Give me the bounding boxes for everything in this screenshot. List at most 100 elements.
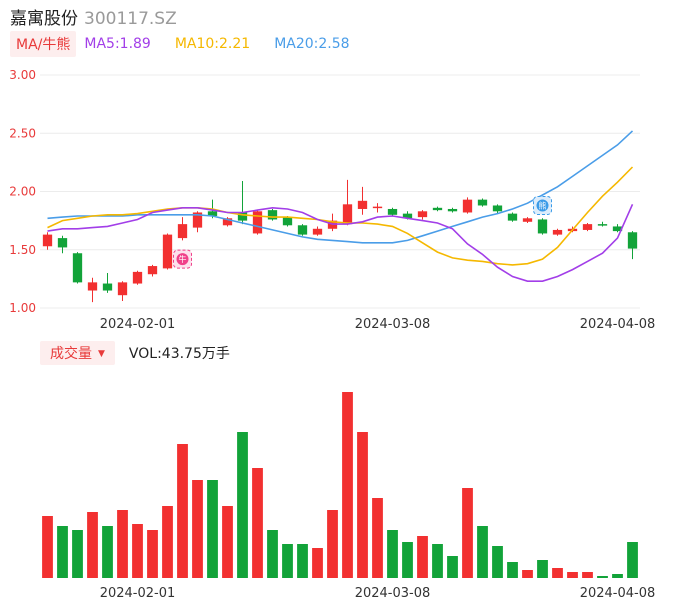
- price-date-label: 2024-02-01: [100, 317, 176, 332]
- price-tick-label: 3.00: [9, 68, 36, 82]
- bear-marker-label: 熊: [539, 200, 547, 210]
- stock-title: 嘉寓股份 300117.SZ: [10, 4, 177, 29]
- price-tick-label: 1.00: [9, 301, 36, 315]
- bull-marker-label: 牛: [179, 254, 187, 264]
- volume-bar: [222, 506, 233, 578]
- volume-button-label: 成交量: [50, 346, 92, 362]
- volume-date-label: 2024-02-01: [100, 586, 176, 601]
- volume-bar: [237, 432, 248, 578]
- candle-body: [597, 224, 608, 226]
- ma-indicator-button[interactable]: MA/牛熊: [10, 31, 77, 57]
- candle-body: [462, 199, 473, 213]
- candle-body: [177, 224, 188, 239]
- volume-bar: [117, 510, 128, 578]
- ma-legend-row: MA/牛熊 MA5:1.89 MA10:2.21 MA20:2.58: [10, 31, 366, 57]
- volume-bar: [507, 562, 518, 578]
- volume-bar: [267, 530, 278, 578]
- candle-body: [507, 213, 518, 221]
- volume-bar: [612, 574, 623, 578]
- volume-bar: [87, 512, 98, 578]
- stock-code: 300117.SZ: [84, 9, 177, 29]
- candle-body: [522, 218, 533, 222]
- candle-body: [627, 232, 638, 249]
- volume-bar: [327, 510, 338, 578]
- candle-body: [402, 213, 413, 219]
- candle-body: [372, 206, 383, 209]
- volume-bar: [342, 392, 353, 578]
- volume-bar: [432, 544, 443, 578]
- stock-name: 嘉寓股份: [10, 9, 78, 29]
- candle-body: [237, 212, 248, 221]
- volume-value: VOL:43.75万手: [128, 346, 230, 362]
- candle-body: [132, 271, 143, 284]
- price-date-label: 2024-03-08: [355, 317, 431, 332]
- candle-body: [612, 226, 623, 232]
- caret-down-icon: ▼: [98, 349, 105, 359]
- volume-bar: [297, 544, 308, 578]
- candle-body: [417, 211, 428, 218]
- volume-bar: [252, 468, 263, 578]
- candle-body: [552, 229, 563, 235]
- candle-body: [357, 200, 368, 209]
- volume-bar: [282, 544, 293, 578]
- volume-date-label: 2024-03-08: [355, 586, 431, 601]
- volume-bar: [492, 546, 503, 578]
- candle-body: [447, 208, 458, 212]
- candle-body: [87, 282, 98, 291]
- candle-body: [282, 217, 293, 226]
- candle-body: [267, 210, 278, 220]
- volume-bar: [537, 560, 548, 578]
- volume-bar: [102, 526, 113, 578]
- volume-bar: [312, 548, 323, 578]
- candle-body: [102, 283, 113, 291]
- candle-body: [117, 282, 128, 296]
- volume-bar: [147, 530, 158, 578]
- candle-body: [252, 211, 263, 234]
- volume-indicator-button[interactable]: 成交量 ▼: [40, 341, 115, 365]
- volume-bar: [477, 526, 488, 578]
- candle-body: [342, 204, 353, 225]
- volume-bar: [57, 526, 68, 578]
- volume-bar: [387, 530, 398, 578]
- bear-marker-icon: [536, 199, 549, 212]
- candle-body: [72, 253, 83, 283]
- volume-date-label: 2024-04-08: [580, 586, 656, 601]
- price-tick-label: 2.50: [9, 126, 36, 140]
- volume-bar: [372, 498, 383, 578]
- volume-bar: [627, 542, 638, 578]
- candle-body: [192, 212, 203, 228]
- candle-body: [582, 224, 593, 230]
- candle-body: [387, 208, 398, 215]
- volume-legend-row: 成交量 ▼ VOL:43.75万手: [40, 341, 230, 365]
- candle-body: [537, 219, 548, 234]
- volume-bar: [177, 444, 188, 578]
- bull-marker-icon: [176, 253, 189, 266]
- ma10-line: [47, 166, 634, 266]
- candle-body: [162, 234, 173, 269]
- price-tick-label: 1.50: [9, 243, 36, 257]
- volume-bar: [207, 480, 218, 578]
- volume-bar: [462, 488, 473, 578]
- price-date-label: 2024-04-08: [580, 317, 656, 332]
- candle-body: [147, 266, 158, 275]
- volume-bar: [567, 572, 578, 578]
- ma20-legend: MA20:2.58: [274, 36, 350, 52]
- volume-bar: [192, 480, 203, 578]
- volume-bar: [522, 570, 533, 578]
- volume-bar: [132, 524, 143, 578]
- candle-body: [207, 211, 218, 216]
- volume-bar: [72, 530, 83, 578]
- ma10-legend: MA10:2.21: [174, 36, 251, 52]
- volume-bar: [582, 572, 593, 578]
- candle-body: [297, 225, 308, 235]
- volume-bar: [417, 536, 428, 578]
- volume-bar: [552, 568, 563, 578]
- ma5-legend: MA5:1.89: [84, 36, 151, 52]
- volume-bar: [357, 432, 368, 578]
- candle-body: [432, 207, 443, 211]
- volume-bar: [162, 506, 173, 578]
- candle-body: [57, 238, 68, 248]
- volume-bar: [42, 516, 53, 578]
- candle-body: [492, 205, 503, 212]
